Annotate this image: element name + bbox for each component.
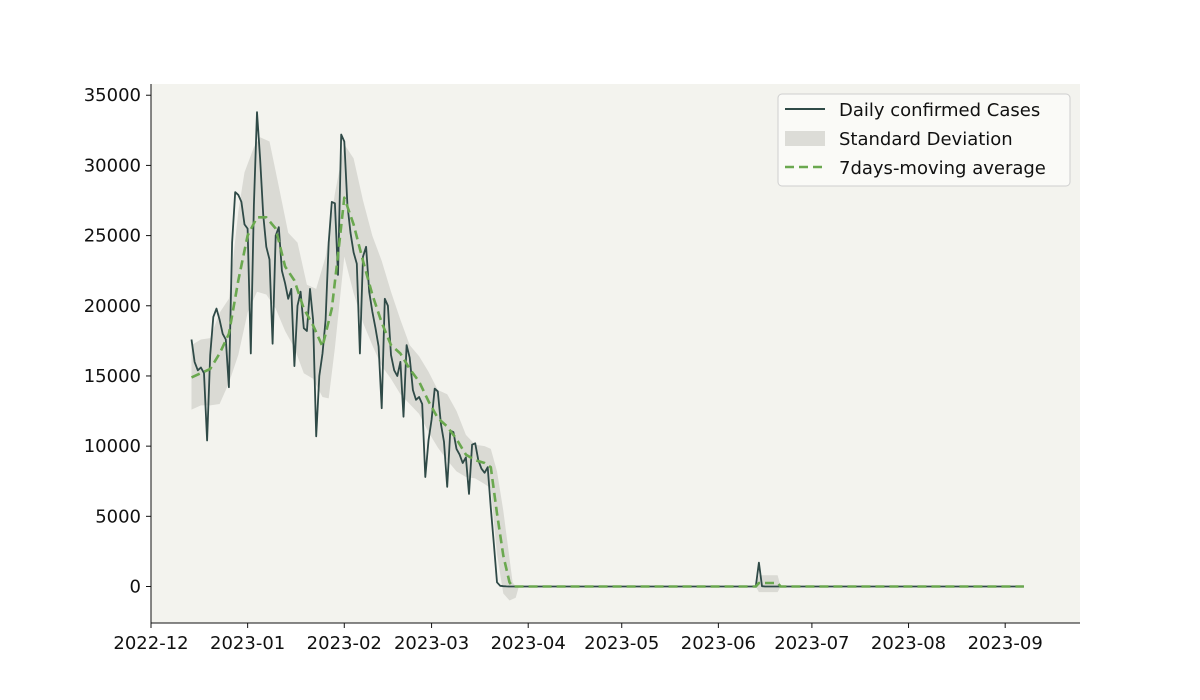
x-tick-label: 2023-08 <box>871 633 946 654</box>
axes-layer: 0 5000 10000 15000 20000 25000 30000 35000 2022-… <box>84 84 1080 654</box>
legend-box <box>777 93 1071 187</box>
moving-average-line <box>190 196 1024 588</box>
y-tick-label: 0 <box>130 577 141 598</box>
legend-std-label: Standard Deviation <box>839 129 1013 150</box>
y-tick-label: 5000 <box>95 506 141 527</box>
x-tick-label: 2023-07 <box>774 633 849 654</box>
x-tick-label: 2022-12 <box>113 633 188 654</box>
legend-daily-label: Daily confirmed Cases <box>839 100 1040 121</box>
y-tick-label: 20000 <box>84 296 141 317</box>
std-band <box>191 137 1024 601</box>
x-tick-label: 2023-01 <box>210 633 285 654</box>
legend-std-swatch <box>785 131 825 146</box>
y-tick-label: 30000 <box>84 155 141 176</box>
series-layer <box>190 111 1024 588</box>
daily-cases-line <box>190 111 1024 588</box>
y-tick-label: 15000 <box>84 366 141 387</box>
legend-moving-avg-label: 7days-moving average <box>839 158 1046 179</box>
y-tick-label: 10000 <box>84 436 141 457</box>
x-tick-label: 2023-05 <box>584 633 659 654</box>
y-tick-label: 35000 <box>84 85 141 106</box>
legend: Daily confirmed Cases Standard Deviation… <box>777 93 1071 187</box>
x-tick-label: 2023-04 <box>491 633 566 654</box>
x-tick-label: 2023-03 <box>394 633 469 654</box>
std-band-layer <box>191 137 1024 601</box>
x-tick-label: 2023-06 <box>681 633 756 654</box>
x-tick-label: 2023-02 <box>307 633 382 654</box>
x-tick-label: 2023-09 <box>968 633 1043 654</box>
y-tick-label: 25000 <box>84 226 141 247</box>
